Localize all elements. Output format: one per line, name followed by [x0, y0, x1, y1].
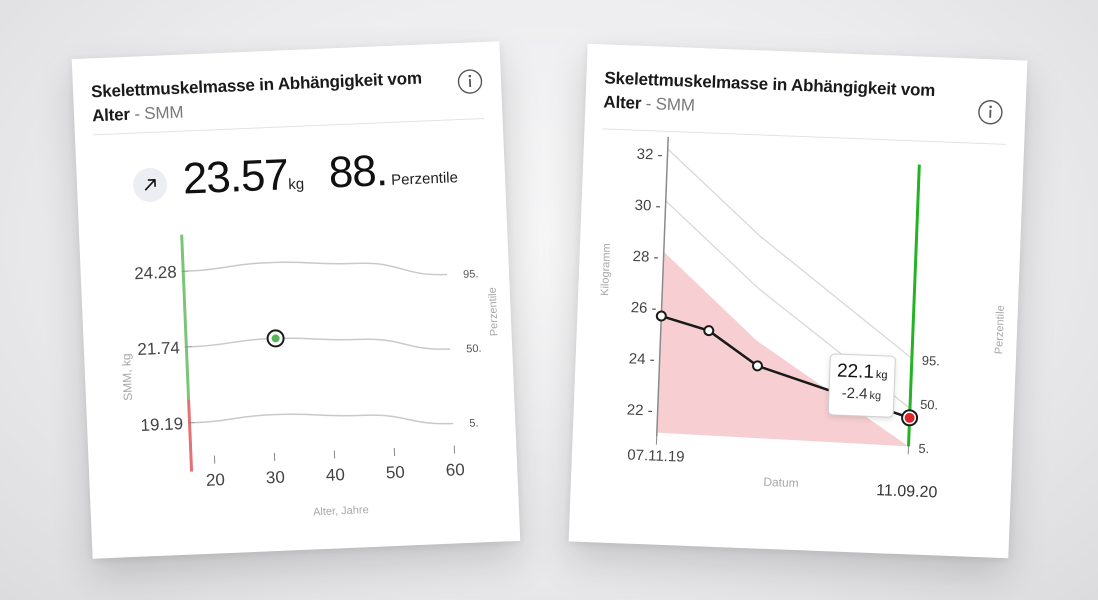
value-tooltip: 22.1kg -2.4kg: [827, 353, 896, 418]
percentile-curve-label: 50.: [466, 343, 482, 356]
card-title: Skelettmuskelmasse in Abhängigkeit vom A…: [91, 66, 433, 128]
good-range-bar: [180, 234, 191, 400]
smm-date-chart: Kilogramm Perzentile 32 - 30 - 28 - 26 - 24 …: [599, 136, 1007, 501]
card-title: Skelettmuskelmasse in Abhängigkeit vom A…: [603, 66, 945, 127]
y-tick-label: 24.28: [134, 263, 177, 284]
percentile-curve: [195, 413, 454, 425]
card-subtitle: - SMM: [645, 94, 696, 115]
x-tick-start: 07.11.19: [627, 447, 685, 466]
percentile-number: 88.: [327, 146, 388, 198]
percentile-curve: [188, 261, 448, 276]
percentile-label: 95.: [922, 353, 941, 369]
smm-age-chart: SMM, kg Perzentile 24.28 21.74 19.19 95. 50…: [119, 234, 501, 518]
tooltip-value: 22.1kg: [830, 360, 895, 384]
percentile-label: Perzentile: [390, 169, 459, 189]
x-tick-label: 50: [385, 463, 405, 483]
y-tick-label: 24 -: [628, 350, 654, 368]
smm-age-card: Skelettmuskelmasse in Abhängigkeit vom A…: [71, 41, 521, 559]
percentile-label: 50.: [920, 397, 939, 413]
x-axis-label: Datum: [763, 475, 799, 490]
x-tick-end: 11.09.20: [876, 482, 938, 501]
tooltip-value-number: 22.1: [836, 360, 875, 383]
percentile-value: 88. Perzentile: [328, 143, 459, 198]
green-percentile-bar: [907, 164, 921, 447]
y-tick-label: 22 -: [627, 402, 653, 420]
y-tick-label: 30 -: [634, 197, 660, 215]
tooltip-delta-unit: kg: [869, 389, 882, 403]
metric-row: 23.57kg 88. Perzentile: [132, 142, 494, 213]
right-axis-label: Perzentile: [487, 287, 501, 336]
tooltip-delta: -2.4kg: [829, 384, 894, 403]
y-axis-label: SMM, kg: [119, 353, 135, 401]
tooltip-value-unit: kg: [875, 369, 888, 382]
percentile-curve-label: 95.: [463, 268, 479, 281]
percentile-label: 5.: [918, 441, 929, 456]
card-subtitle: - SMM: [133, 102, 184, 124]
y-tick-label: 32 -: [636, 146, 662, 164]
smm-value-unit: kg: [287, 175, 305, 194]
measurement-point[interactable]: [751, 360, 763, 372]
smm-value-number: 23.57: [181, 150, 289, 204]
current-value-marker-dot: [271, 334, 280, 343]
tooltip-delta-number: -2.4: [841, 384, 868, 403]
percentile-curve: [667, 148, 913, 359]
low-range-bar: [187, 399, 194, 472]
percentile-curve: [191, 337, 451, 350]
percentile-band: [656, 251, 909, 447]
y-axis-label: Kilogramm: [599, 243, 613, 296]
percentile-curve-label: 5.: [469, 417, 479, 429]
x-tick-label: 20: [206, 470, 226, 490]
measurement-point[interactable]: [655, 310, 667, 322]
info-icon[interactable]: [456, 68, 483, 95]
arrow-up-right-icon[interactable]: [132, 167, 168, 203]
x-axis-label: Alter, Jahre: [313, 504, 369, 518]
info-icon[interactable]: [977, 99, 1004, 126]
x-tick-label: 30: [266, 468, 286, 488]
measurement-point[interactable]: [703, 325, 715, 337]
x-tick-label: 40: [326, 465, 346, 485]
y-tick-label: 28 -: [632, 248, 658, 266]
smm-value: 23.57kg: [182, 150, 305, 205]
latest-measurement-dot: [904, 412, 915, 423]
y-tick-label: 19.19: [140, 414, 183, 435]
right-axis-label: Perzentile: [993, 305, 1007, 354]
y-axis-line: [655, 136, 669, 437]
smm-date-card: Skelettmuskelmasse in Abhängigkeit vom A…: [568, 43, 1028, 559]
y-tick-label: 21.74: [137, 338, 180, 359]
x-tick-label: 60: [445, 460, 465, 480]
y-tick-label: 26 -: [630, 299, 656, 317]
